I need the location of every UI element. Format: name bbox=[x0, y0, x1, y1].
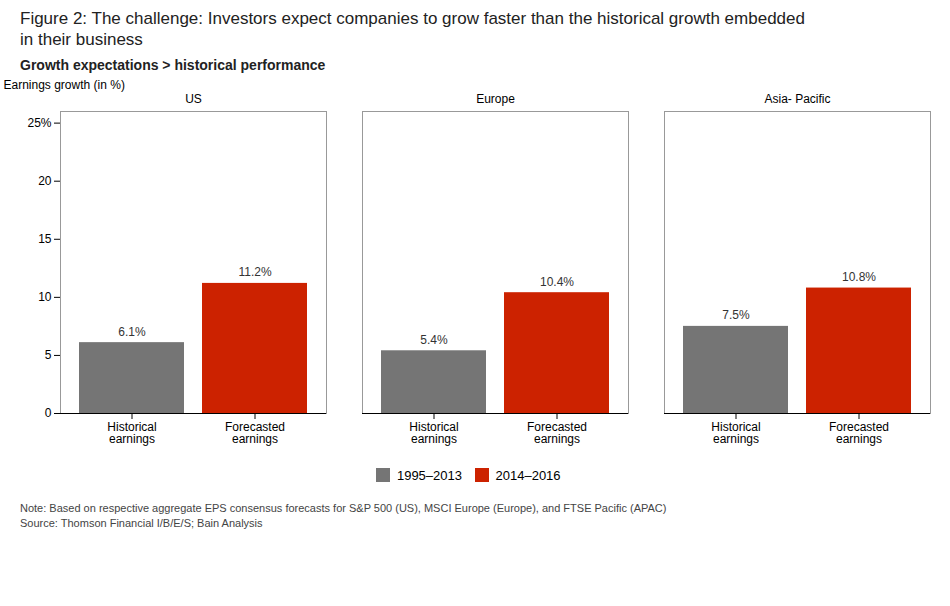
svg-text:Asia- Pacific: Asia- Pacific bbox=[764, 91, 830, 105]
svg-text:5: 5 bbox=[45, 348, 52, 362]
html-text:Note: Based on respective aggr: Note: Based on respective aggregate EPS … bbox=[20, 502, 667, 514]
html-text:1995–2013: 1995–2013 bbox=[396, 467, 462, 483]
svg-text:Historicalearnings: Historicalearnings bbox=[711, 420, 760, 446]
svg-text:10.4%: 10.4% bbox=[540, 274, 574, 288]
svg-text:6.1%: 6.1% bbox=[118, 324, 146, 338]
svg-text:10.8%: 10.8% bbox=[842, 270, 876, 284]
svg-text:Historicalearnings: Historicalearnings bbox=[107, 420, 156, 446]
svg-text:5.4%: 5.4% bbox=[420, 332, 448, 346]
html-text:Figure 2: The challenge: Inves: Figure 2: The challenge: Investors expec… bbox=[20, 9, 805, 50]
svg-text:10: 10 bbox=[38, 290, 52, 304]
svg-text:Forecastedearnings: Forecastedearnings bbox=[527, 420, 587, 446]
html-text:2014–2016: 2014–2016 bbox=[495, 467, 561, 483]
svg-text:Forecastedearnings: Forecastedearnings bbox=[829, 420, 889, 446]
svg-text:0: 0 bbox=[45, 406, 52, 420]
html-text:Source: Thomson Financial I/B/: Source: Thomson Financial I/B/E/S; Bain … bbox=[20, 517, 263, 529]
svg-text:US: US bbox=[185, 91, 202, 105]
svg-text:15: 15 bbox=[38, 232, 52, 246]
svg-text:7.5%: 7.5% bbox=[722, 308, 750, 322]
svg-text:11.2%: 11.2% bbox=[238, 265, 271, 279]
svg-text:Europe: Europe bbox=[476, 91, 515, 105]
svg-text:25%: 25% bbox=[27, 115, 51, 129]
svg-text:20: 20 bbox=[38, 174, 52, 188]
svg-text:Forecastedearnings: Forecastedearnings bbox=[225, 420, 285, 446]
svg-text:Earnings growth (in %): Earnings growth (in %) bbox=[4, 78, 125, 92]
html-text:Growth expectations > historic: Growth expectations > historical perform… bbox=[20, 56, 326, 73]
svg-text:Historicalearnings: Historicalearnings bbox=[409, 420, 458, 446]
